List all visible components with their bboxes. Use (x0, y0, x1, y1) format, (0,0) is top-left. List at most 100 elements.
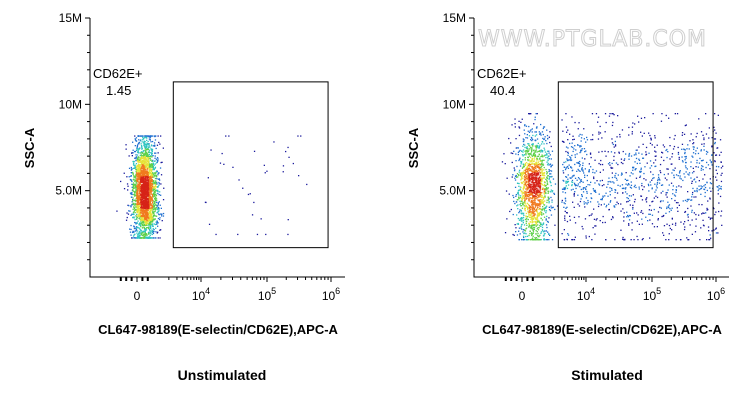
event-dot (142, 168, 144, 170)
event-dot (600, 204, 602, 206)
event-dot (152, 162, 154, 164)
event-dot (717, 189, 719, 192)
event-dot (708, 230, 710, 232)
event-dot (522, 155, 524, 157)
event-dot (142, 181, 144, 183)
event-dot (548, 200, 550, 203)
event-dot (159, 167, 162, 169)
event-dot (624, 191, 627, 193)
event-dot (527, 172, 529, 175)
event-dot (141, 169, 143, 172)
event-dot (662, 190, 664, 192)
event-dot (154, 144, 156, 146)
event-dot (517, 222, 519, 225)
event-dot (529, 197, 531, 199)
event-dot (149, 136, 152, 138)
event-dot (541, 194, 543, 197)
event-dot (147, 146, 150, 149)
event-dot (135, 160, 137, 162)
event-dot (572, 135, 574, 137)
event-dot (713, 229, 715, 231)
event-dot (629, 186, 632, 188)
event-dot (572, 139, 574, 141)
event-dot (516, 223, 518, 225)
event-dot (208, 223, 211, 225)
event-dot (140, 198, 142, 200)
event-dot (649, 204, 651, 207)
event-dot (602, 195, 604, 197)
event-dot (155, 176, 158, 178)
event-dot (129, 228, 131, 230)
event-dot (654, 155, 656, 157)
event-dot (138, 182, 141, 184)
event-dot (533, 211, 535, 213)
event-dot (529, 163, 531, 165)
event-dot (616, 179, 618, 181)
event-dot (706, 181, 708, 183)
event-dot (583, 148, 586, 150)
event-dot (139, 173, 141, 176)
event-dot (152, 203, 155, 205)
event-dot (285, 150, 287, 153)
event-dot (717, 186, 719, 188)
event-dot (697, 152, 700, 155)
event-dot (536, 196, 538, 198)
event-dot (139, 171, 141, 174)
event-dot (145, 228, 147, 230)
event-dot (544, 210, 546, 212)
event-dot (517, 208, 519, 210)
event-dot (127, 213, 130, 215)
event-dot (151, 140, 154, 143)
event-dot (516, 234, 519, 236)
event-dot (526, 169, 528, 171)
event-dot (151, 154, 153, 156)
event-dot (529, 113, 531, 115)
event-dot (144, 195, 146, 197)
event-dot (136, 203, 138, 206)
event-dot (137, 176, 139, 178)
event-dot (210, 149, 212, 151)
event-dot (139, 222, 141, 224)
event-dot (713, 126, 715, 128)
event-dot (534, 217, 536, 219)
event-dot (668, 239, 670, 241)
event-dot (153, 219, 155, 221)
event-dot (679, 175, 681, 177)
event-dot (518, 230, 520, 232)
event-dot (147, 135, 150, 137)
event-dot (538, 236, 540, 238)
event-dot (628, 134, 630, 136)
event-dot (681, 134, 683, 136)
event-dot (542, 174, 544, 177)
event-dot (153, 215, 155, 217)
event-dot (130, 179, 132, 181)
event-dot (651, 201, 653, 203)
event-dot (536, 144, 538, 147)
event-dot (162, 147, 164, 149)
event-dot (710, 161, 712, 163)
event-dot (537, 206, 539, 208)
event-dot (137, 183, 139, 185)
event-dot (521, 220, 523, 222)
event-dot (532, 229, 535, 231)
event-dot (145, 151, 148, 154)
event-dot (697, 166, 699, 168)
event-dot (157, 202, 159, 204)
event-dot (148, 205, 151, 208)
event-dot (148, 165, 150, 167)
event-dot (540, 193, 542, 195)
event-dot (531, 226, 533, 228)
event-dot (148, 164, 150, 166)
event-dot (149, 234, 151, 237)
event-dot (622, 192, 624, 194)
event-dot (138, 196, 141, 198)
event-dot (718, 210, 720, 213)
event-dot (141, 210, 144, 212)
event-dot (535, 145, 538, 147)
event-dot (157, 207, 159, 209)
event-dot (541, 202, 543, 204)
event-dot (585, 202, 587, 204)
event-dot (607, 163, 610, 165)
event-dot (150, 233, 152, 235)
event-dot (538, 163, 541, 165)
